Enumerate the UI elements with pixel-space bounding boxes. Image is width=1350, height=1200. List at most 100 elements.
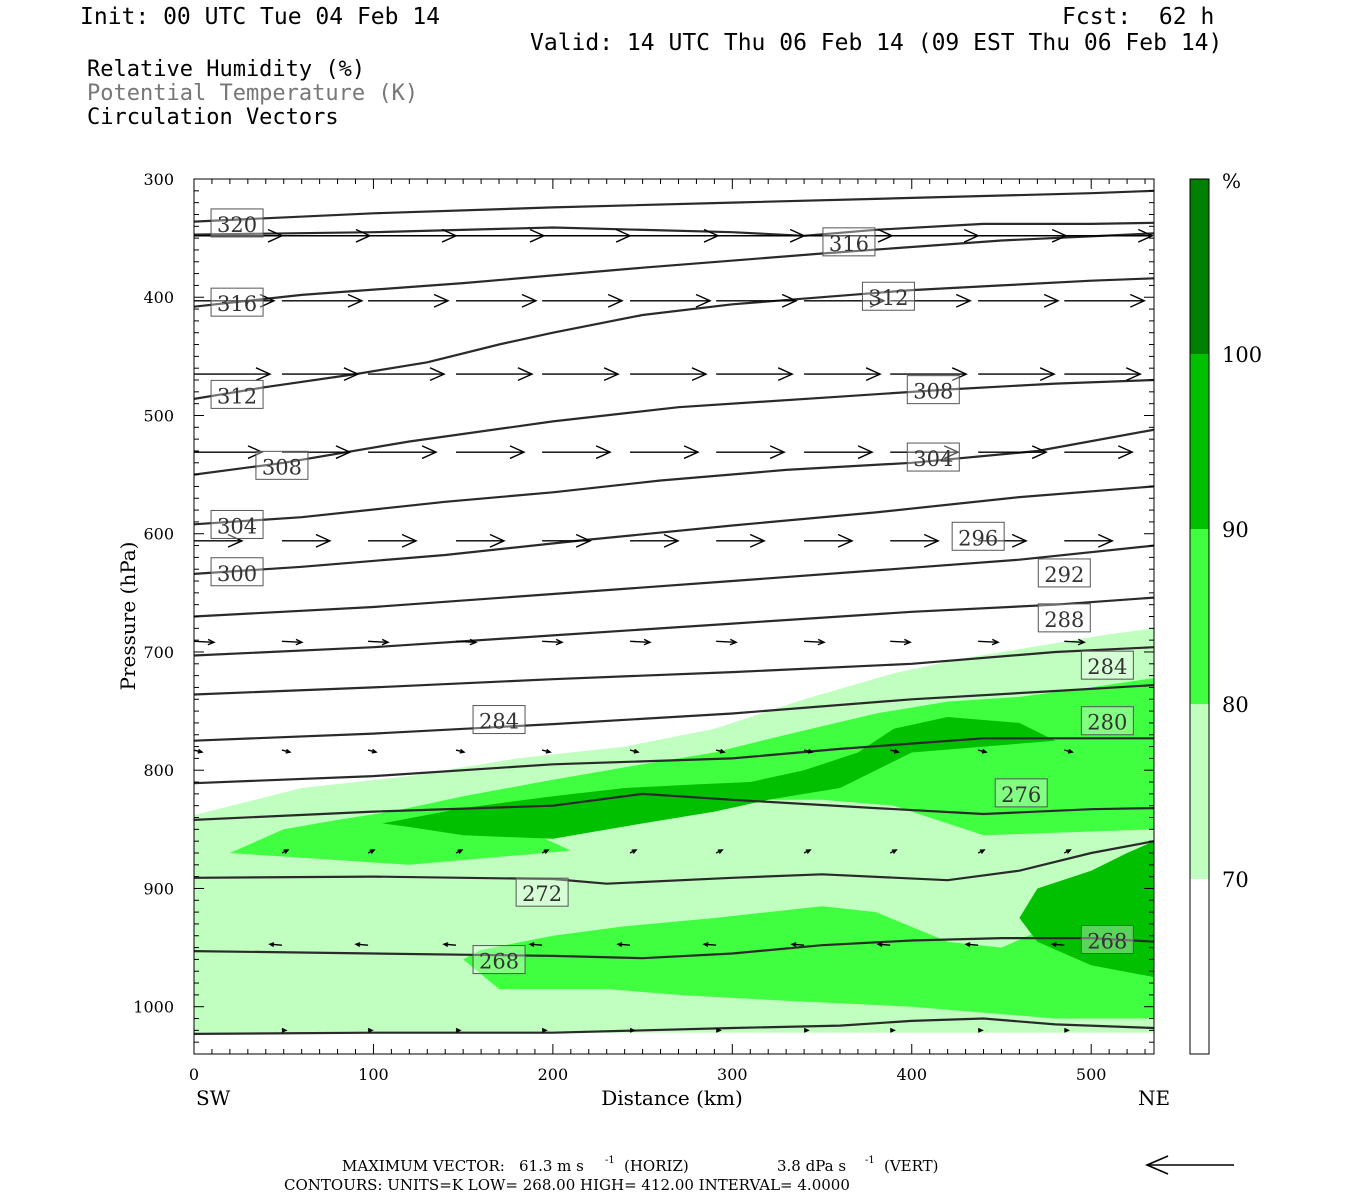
x-tick-label: 500 [1076,1065,1107,1084]
colorbar-segment [1190,354,1209,529]
contour-label: 272 [515,877,569,907]
isentrope-304 [194,428,1154,526]
isentrope-296 [194,544,1154,618]
horiz-exponent: -1 [605,1155,615,1166]
x-tick-label: 0 [189,1065,199,1084]
circulation-vector [194,944,195,946]
circulation-vector [455,638,478,646]
circulation-vector [630,367,708,382]
svg-text:272: 272 [522,882,562,906]
forecast-hour: Fcst: 62 h [1062,4,1215,30]
circulation-vector [890,638,912,646]
y-tick-label: 500 [143,406,174,425]
circulation-vector [367,849,376,854]
legend-circulation-vectors: Circulation Vectors [87,105,339,130]
x-end-label-right: NE [1138,1086,1170,1110]
circulation-vector [281,849,290,854]
contour-label: 284 [1080,650,1134,680]
circulation-vector [804,638,826,646]
circulation-vector [541,1027,548,1033]
circulation-vector [528,942,543,947]
circulation-vector [455,293,538,308]
contour-label: 284 [472,705,526,735]
svg-text:308: 308 [262,455,302,479]
circulation-vector [194,638,216,646]
circulation-vector [977,748,988,754]
circulation-vector [716,638,738,646]
circulation-vector [455,445,526,460]
svg-text:276: 276 [1001,783,1041,807]
contour-label: 312 [861,281,915,311]
circulation-vector [281,367,360,382]
isentrope-292 [194,596,1154,657]
circulation-vector [716,293,798,308]
circulation-vector [876,942,891,947]
circulation-vector [542,638,564,646]
circulation-vector [281,748,292,754]
max-vector-horiz-value: 61.3 m s [519,1157,584,1175]
isentrope-284 [194,684,1154,742]
axis-layer: 300 400 500 600 700 800 900 1000 0 100 200 300 400 50… [133,170,1154,1084]
circulation-vector [541,849,550,854]
circulation-vector [716,533,766,548]
y-tick-label: 700 [143,643,174,662]
isentrope-288 [194,646,1154,696]
circulation-vector [455,228,546,243]
circulation-vector [1063,1027,1070,1033]
circulation-vector [1050,942,1065,947]
circulation-vector [702,942,717,947]
circulation-vector [803,748,814,754]
isentrope-264 [194,1017,1154,1035]
svg-text:316: 316 [829,232,869,256]
rh-region-90 [1019,841,1154,978]
svg-text:312: 312 [217,384,257,408]
circulation-vector [630,293,712,308]
circulation-vector [542,293,624,308]
circulation-vector [368,533,418,548]
circulation-vector [542,445,612,460]
circulation-vector [715,1027,722,1033]
legend-relative-humidity: Relative Humidity (%) [87,57,366,82]
isentrope-276 [194,792,1154,821]
circulation-vector [790,942,805,947]
circulation-vector [368,445,438,460]
circulation-vector [1064,638,1086,646]
circulation-vector [889,1027,896,1033]
contour-label: 308 [906,375,960,405]
rh-fill-layer [194,628,1154,1033]
y-tick-label: 900 [143,879,174,898]
circulation-vector [194,748,204,754]
svg-text:288: 288 [1044,608,1084,632]
svg-text:284: 284 [479,710,519,734]
circulation-vector [542,533,592,548]
circulation-vector [281,445,352,460]
circulation-vector [804,367,882,382]
valid-time: Valid: 14 UTC Thu 06 Feb 14 (09 EST Thu … [530,30,1223,56]
circulation-vector [978,533,1028,548]
circulation-vector [455,849,464,854]
y-axis-label: Pressure (hPa) [116,542,140,691]
x-tick-label: 400 [896,1065,927,1084]
circulation-vector [803,849,812,854]
circulation-vector [616,942,631,947]
contour-label: 292 [1037,558,1091,588]
circulation-vector [194,293,276,308]
svg-text:268: 268 [479,950,519,974]
circulation-vector [541,748,552,754]
colorbar-unit: % [1222,169,1241,193]
circulation-vector [368,293,450,308]
colorbar-label: 70 [1222,868,1249,892]
contour-label: 280 [1080,706,1134,736]
contour-label: 300 [210,557,264,587]
circulation-vector [964,942,979,947]
circulation-vector [194,367,272,382]
circulation-vector [367,1027,374,1033]
svg-text:296: 296 [958,526,998,550]
circulation-vector [978,638,1000,646]
circulation-vector [281,1027,288,1033]
circulation-vector [978,293,1060,308]
circulation-vector [281,638,304,646]
circulation-vector [367,748,378,754]
